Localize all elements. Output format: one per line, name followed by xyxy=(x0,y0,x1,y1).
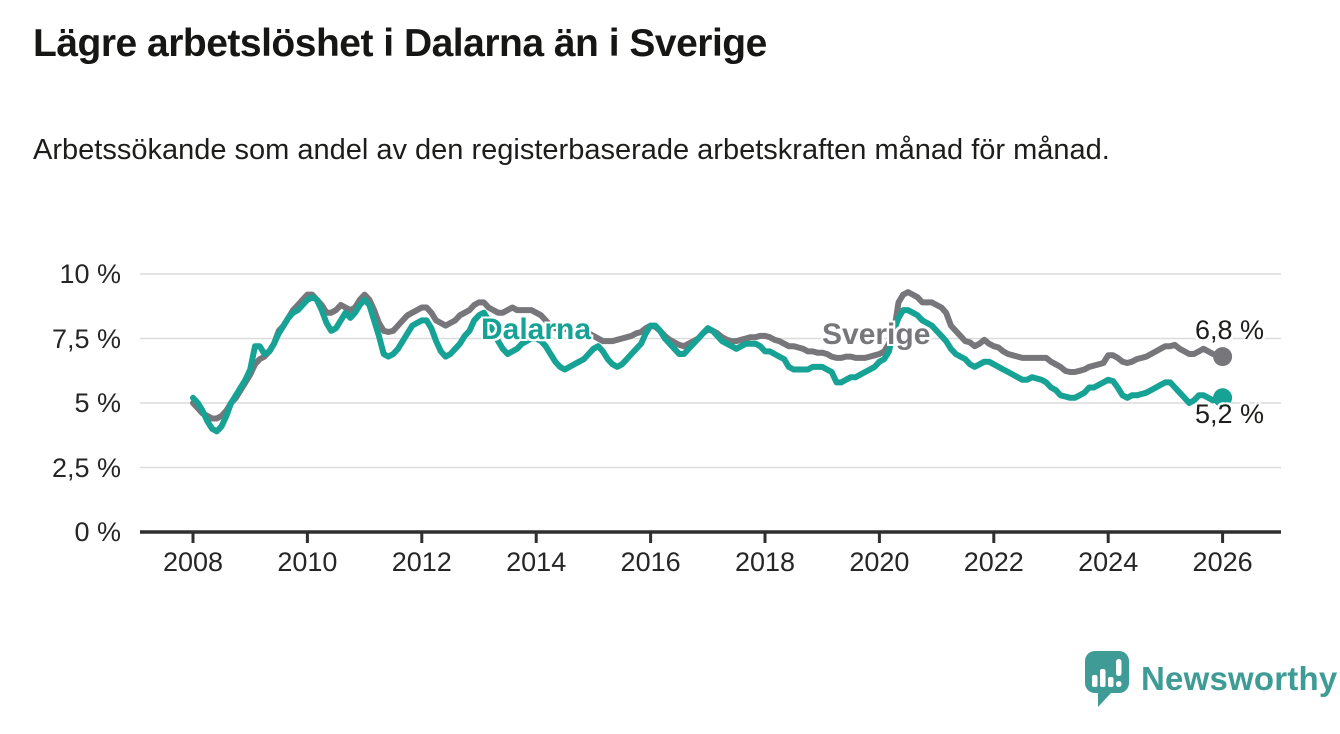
x-axis-tick-label: 2008 xyxy=(162,547,224,577)
y-axis-tick-label: 0 % xyxy=(74,517,121,547)
y-axis-tick-label: 10 % xyxy=(59,259,121,289)
x-axis-tick-label: 2010 xyxy=(277,547,338,577)
sverige-end-value-label: 6,8 % xyxy=(1195,315,1265,345)
dalarna-line xyxy=(190,294,1226,435)
series-label-dalarna: Dalarna xyxy=(481,313,592,346)
dalarna-end-dot xyxy=(1213,388,1233,408)
x-axis-tick-label: 2022 xyxy=(963,547,1024,577)
series-label-sverige: Sverige xyxy=(822,318,931,351)
x-axis-tick-label: 2024 xyxy=(1078,547,1139,577)
x-axis-tick-label: 2018 xyxy=(734,547,796,577)
y-axis-tick-label: 2,5 % xyxy=(51,452,121,483)
newsworthy-logo-text: Newsworthy xyxy=(1141,660,1338,697)
chart-title: Lägre arbetslöshet i Dalarna än i Sverig… xyxy=(33,22,767,65)
newsworthy-logo[interactable]: Newsworthy xyxy=(1083,650,1337,708)
x-axis-tick-label: 2012 xyxy=(391,547,452,577)
sverige-end-dot xyxy=(1213,347,1233,367)
y-axis-tick-label: 7,5 % xyxy=(51,323,121,354)
chart-subtitle: Arbetssökande som andel av den registerb… xyxy=(33,134,1110,166)
x-axis-tick-label: 2020 xyxy=(849,547,910,577)
x-axis-tick-label: 2016 xyxy=(620,547,681,577)
x-axis-tick-label: 2014 xyxy=(506,547,567,577)
newsworthy-logo-icon xyxy=(1085,651,1129,707)
x-axis-tick-label: 2026 xyxy=(1192,547,1253,577)
dalarna-end-value-label: 5,2 % xyxy=(1195,399,1265,429)
y-axis-tick-label: 5 % xyxy=(74,388,121,418)
